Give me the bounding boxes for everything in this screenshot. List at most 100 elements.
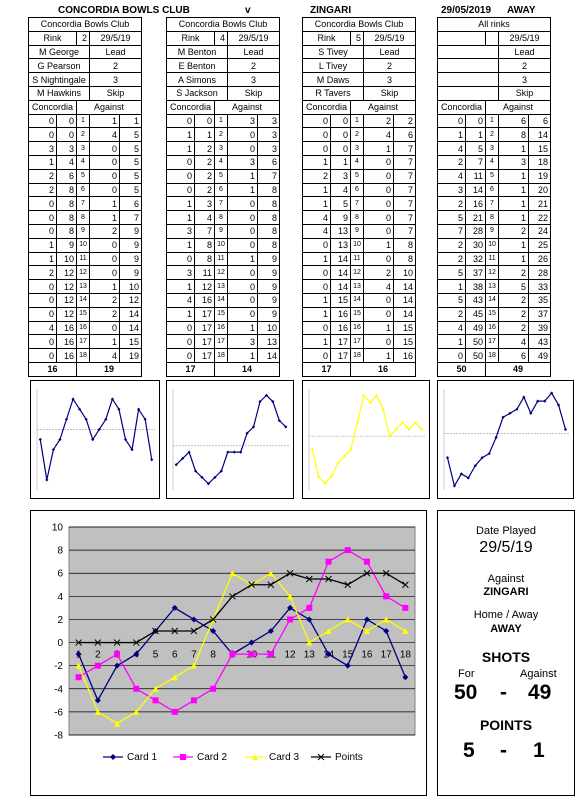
- shots-for: 2: [28, 182, 57, 198]
- cumulative-against: 5: [119, 154, 142, 170]
- end-number: 4: [485, 154, 499, 170]
- shots-for: 0: [28, 210, 57, 225]
- cumulative-against: 5: [119, 127, 142, 143]
- cumulative-against: 6: [119, 196, 142, 212]
- end-number: 13: [214, 279, 228, 294]
- end-number: 1: [350, 113, 364, 129]
- cumulative-for: 2: [194, 182, 215, 198]
- shots-for: 1: [28, 237, 57, 253]
- cumulative-for: 30: [465, 237, 486, 253]
- cumulative-against: 7: [257, 168, 280, 184]
- cumulative-for: 17: [194, 334, 215, 350]
- shots-against: 2: [498, 292, 529, 308]
- shots-against: 2: [498, 265, 529, 281]
- cumulative-for: 13: [330, 223, 351, 239]
- data-point: [171, 708, 178, 715]
- table-row: 4 13 9 0 7: [302, 223, 416, 239]
- table-row: 0 16 17 1 15: [28, 334, 142, 350]
- data-point: [181, 456, 185, 461]
- data-point: [229, 570, 236, 577]
- end-number: 14: [485, 292, 499, 308]
- x-tick-label: 13: [304, 650, 316, 661]
- shots-against-value: 49: [528, 681, 552, 704]
- cumulative-against: 7: [393, 168, 416, 184]
- cumulative-for: 0: [56, 113, 77, 129]
- total-against: 49: [485, 361, 551, 377]
- shots-for: 0: [166, 154, 195, 170]
- shots-for: 1: [302, 292, 331, 308]
- shots-for: 0: [28, 306, 57, 322]
- data-point: [368, 400, 372, 405]
- shots-for: 1: [302, 196, 331, 212]
- shots-against: 0: [363, 182, 394, 198]
- cumulative-against: 10: [257, 320, 280, 336]
- cumulative-for: 4: [56, 154, 77, 170]
- end-number: 9: [485, 223, 499, 239]
- end-number: 18: [76, 348, 90, 363]
- end-number: 1: [214, 113, 228, 129]
- cumulative-for: 45: [465, 306, 486, 322]
- shots-for: 0: [437, 113, 466, 129]
- data-point: [325, 575, 332, 583]
- shots-for: 0: [166, 348, 195, 363]
- shots-against: 0: [89, 141, 120, 156]
- player-position: 2: [89, 58, 142, 74]
- end-number: 10: [485, 237, 499, 253]
- table-row: 5 21 8 1 22: [437, 210, 551, 225]
- cumulative-against: 9: [119, 237, 142, 253]
- end-number: 17: [350, 334, 364, 350]
- points-dash: -: [500, 739, 507, 762]
- data-point: [306, 604, 313, 611]
- cumulative-for: 8: [194, 237, 215, 253]
- shots-for: 2: [437, 154, 466, 170]
- shots-for: 0: [28, 223, 57, 239]
- shots-against: 3: [227, 334, 258, 350]
- shots-dash: -: [500, 681, 507, 704]
- rink-number: 5: [350, 30, 364, 46]
- data-point: [284, 425, 288, 429]
- club-name: Concordia Bowls Club: [166, 17, 280, 32]
- match-info-panel: Date Played 29/5/19 Against ZINGARI Home…: [437, 510, 575, 796]
- data-point: [210, 685, 217, 692]
- y-tick-label: 8: [57, 546, 63, 557]
- end-number: 12: [350, 265, 364, 281]
- data-point: [383, 616, 390, 623]
- shots-against: 1: [227, 348, 258, 363]
- legend-label: Points: [335, 752, 363, 763]
- shots-against: 3: [498, 154, 529, 170]
- player-position: 3: [227, 72, 280, 87]
- cumulative-for: 8: [56, 182, 77, 198]
- table-row: 4 16 16 0 14: [28, 320, 142, 336]
- scorecard-all-rinks: All rinks 29/5/19 Lead 2 3 Skip Concordia Again…: [437, 17, 551, 377]
- shots-against: 2: [89, 292, 120, 308]
- rink-number: 2: [76, 30, 90, 46]
- shots-for: 4: [302, 223, 331, 239]
- end-number: 9: [214, 223, 228, 239]
- cumulative-against: 1: [119, 113, 142, 129]
- data-point: [402, 581, 409, 589]
- cumulative-against: 14: [393, 279, 416, 294]
- data-point: [190, 662, 197, 669]
- shots-against: 0: [363, 223, 394, 239]
- shots-against: 3: [227, 154, 258, 170]
- shots-against: 1: [363, 237, 394, 253]
- data-point: [94, 697, 101, 704]
- data-point: [344, 662, 351, 669]
- card-date: 29/5/19: [498, 30, 551, 46]
- table-row: 0 17 17 3 13: [166, 334, 280, 350]
- cumulative-for: 9: [56, 237, 77, 253]
- player-name: S Tivey: [302, 44, 364, 60]
- cumulative-against: 7: [393, 196, 416, 212]
- table-row: 7 28 9 2 24: [437, 223, 551, 239]
- end-number: 13: [485, 279, 499, 294]
- data-point: [58, 437, 62, 442]
- total-for: 16: [28, 361, 77, 377]
- cumulative-against: 14: [393, 292, 416, 308]
- total-for: 17: [166, 361, 215, 377]
- shots-for: 3: [166, 265, 195, 281]
- end-number: 2: [485, 127, 499, 143]
